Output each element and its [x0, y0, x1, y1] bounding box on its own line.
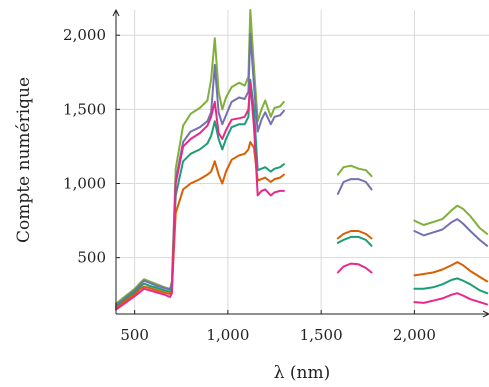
- series-line-3: [115, 78, 489, 308]
- x-tick-label: 2,000: [393, 326, 436, 344]
- ticks-layer: 500 1,000 1,500 2,000 500 1,000 1,500 2,000: [63, 26, 436, 344]
- y-axis-label: Compte numérique: [14, 77, 34, 243]
- axes-layer: [112, 8, 489, 318]
- y-axis-arrow: [112, 8, 120, 17]
- series-line-4: [115, 141, 489, 310]
- series-line-1: [115, 9, 489, 305]
- y-tick-label: 1,500: [63, 100, 106, 118]
- x-tick-label: 1,500: [300, 326, 343, 344]
- y-tick-label: 500: [77, 249, 106, 267]
- x-tick-label: 1,000: [206, 326, 249, 344]
- y-tick-label: 2,000: [63, 26, 106, 44]
- series-layer: [115, 9, 489, 311]
- x-axis-label: λ (nm): [274, 363, 331, 383]
- series-line-5: [115, 81, 489, 311]
- x-axis-arrow: [482, 310, 489, 318]
- series-line-2: [115, 32, 489, 307]
- x-tick-label: 500: [120, 326, 149, 344]
- y-tick-label: 1,000: [63, 175, 106, 193]
